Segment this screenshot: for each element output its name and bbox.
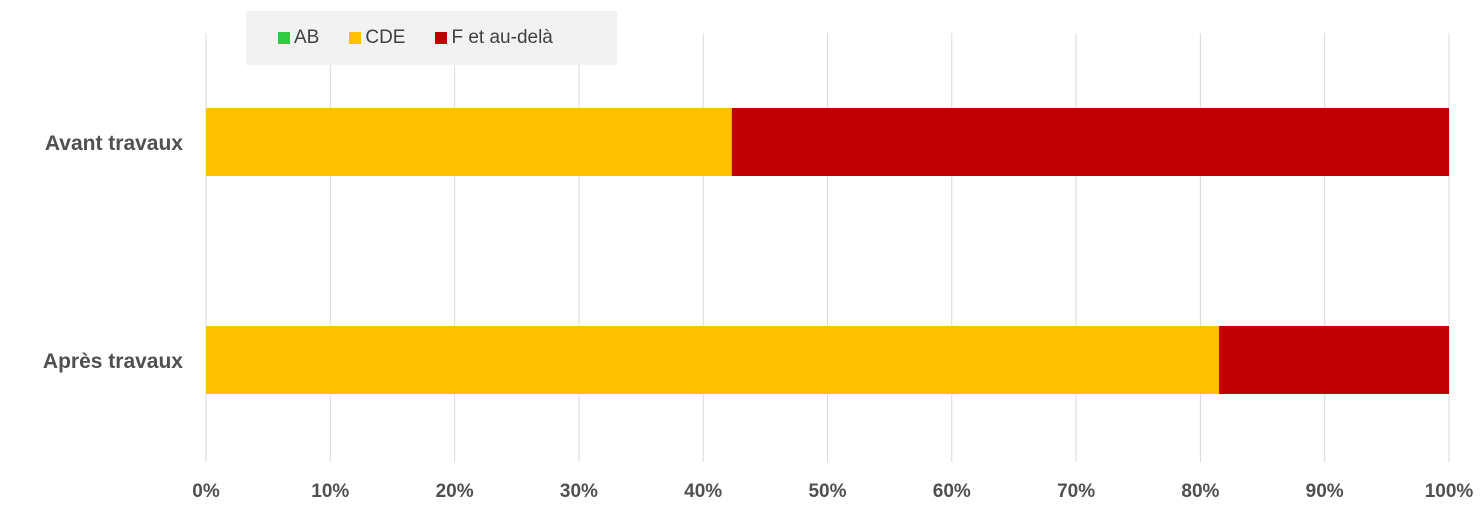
- bar-apres-travaux-f-et-au-dela: [1219, 326, 1449, 394]
- legend-label: CDE: [365, 27, 406, 48]
- x-tick-label: 10%: [311, 481, 349, 502]
- category-labels: Avant travaux Après travaux: [43, 132, 183, 373]
- x-tick-label: 100%: [1425, 481, 1474, 502]
- x-tick-label: 50%: [808, 481, 846, 502]
- bar-avant-travaux-f-et-au-dela: [731, 108, 1449, 176]
- x-tick-label: 20%: [436, 481, 474, 502]
- bars: [206, 108, 1449, 394]
- legend-swatch: [278, 32, 290, 44]
- x-axis-tick-labels: 0% 10% 20% 30% 40% 50% 60% 70% 80% 90% 100%: [192, 481, 1473, 502]
- x-tick-label: 40%: [684, 481, 722, 502]
- grid-lines: [205, 33, 1450, 462]
- x-tick-label: 90%: [1306, 481, 1344, 502]
- legend: AB CDE F et au-delà: [246, 11, 617, 65]
- legend-item-ab: AB: [278, 27, 319, 49]
- x-tick-label: 70%: [1057, 481, 1095, 502]
- x-tick-label: 80%: [1181, 481, 1219, 502]
- legend-item-cde: CDE: [349, 27, 405, 49]
- legend-label: AB: [294, 27, 320, 48]
- category-label: Après travaux: [43, 350, 183, 373]
- legend-swatch: [435, 32, 448, 44]
- bar-apres-travaux-cde: [206, 326, 1220, 394]
- x-tick-label: 60%: [933, 481, 971, 502]
- x-tick-label: 30%: [560, 481, 598, 502]
- x-tick-label: 0%: [192, 481, 220, 502]
- category-label: Avant travaux: [45, 132, 183, 155]
- legend-label: F et au-delà: [451, 27, 553, 48]
- legend-item-f-et-au-dela: F et au-delà: [435, 27, 553, 49]
- legend-swatch: [349, 32, 362, 44]
- bar-avant-travaux-cde: [206, 108, 732, 176]
